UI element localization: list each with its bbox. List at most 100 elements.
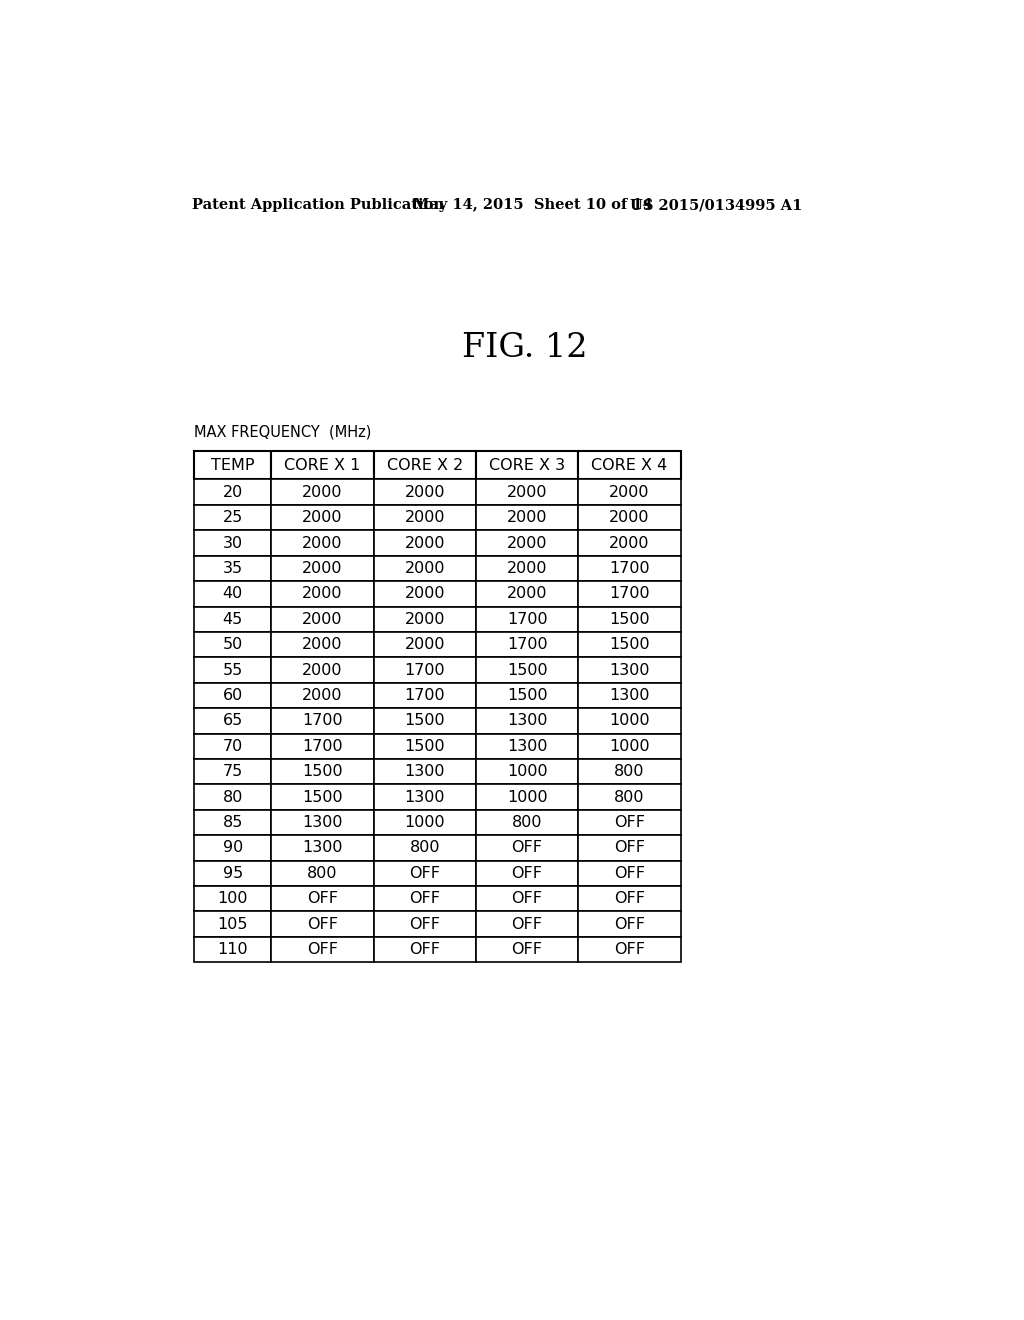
Text: OFF: OFF xyxy=(410,866,440,880)
Bar xyxy=(476,836,579,861)
Bar xyxy=(271,451,374,479)
Bar xyxy=(374,556,476,581)
Text: OFF: OFF xyxy=(512,841,543,855)
Text: 1300: 1300 xyxy=(609,688,649,704)
Text: 65: 65 xyxy=(222,713,243,729)
Text: OFF: OFF xyxy=(512,916,543,932)
Bar xyxy=(476,784,579,810)
Bar xyxy=(194,709,271,734)
Bar xyxy=(194,451,271,479)
Bar xyxy=(194,581,271,607)
Bar xyxy=(194,810,271,836)
Text: 2000: 2000 xyxy=(507,586,548,602)
Bar xyxy=(579,836,681,861)
Text: 60: 60 xyxy=(222,688,243,704)
Bar xyxy=(476,734,579,759)
Text: 110: 110 xyxy=(217,942,248,957)
Bar xyxy=(194,506,271,531)
Bar xyxy=(194,784,271,810)
Bar xyxy=(271,657,374,682)
Bar xyxy=(476,937,579,962)
Text: 1300: 1300 xyxy=(404,764,445,779)
Text: TEMP: TEMP xyxy=(211,458,254,473)
Bar xyxy=(194,759,271,784)
Text: 2000: 2000 xyxy=(302,561,343,576)
Bar xyxy=(579,556,681,581)
Text: OFF: OFF xyxy=(614,814,645,830)
Bar xyxy=(579,581,681,607)
Text: 2000: 2000 xyxy=(302,484,343,500)
Text: Patent Application Publication: Patent Application Publication xyxy=(191,198,443,213)
Text: 800: 800 xyxy=(410,841,440,855)
Bar xyxy=(271,836,374,861)
Bar xyxy=(374,734,476,759)
Text: 30: 30 xyxy=(222,536,243,550)
Text: 70: 70 xyxy=(222,739,243,754)
Text: 2000: 2000 xyxy=(302,663,343,677)
Text: 2000: 2000 xyxy=(507,536,548,550)
Bar xyxy=(374,911,476,937)
Bar xyxy=(476,886,579,911)
Text: OFF: OFF xyxy=(614,891,645,907)
Text: 100: 100 xyxy=(217,891,248,907)
Text: 800: 800 xyxy=(614,789,645,805)
Bar xyxy=(374,581,476,607)
Text: 1300: 1300 xyxy=(609,663,649,677)
Bar xyxy=(579,886,681,911)
Text: OFF: OFF xyxy=(410,916,440,932)
Text: 55: 55 xyxy=(222,663,243,677)
Text: OFF: OFF xyxy=(614,866,645,880)
Text: 1000: 1000 xyxy=(507,764,548,779)
Text: 45: 45 xyxy=(222,611,243,627)
Text: CORE X 4: CORE X 4 xyxy=(591,458,668,473)
Text: US 2015/0134995 A1: US 2015/0134995 A1 xyxy=(630,198,803,213)
Text: 1000: 1000 xyxy=(609,739,650,754)
Text: CORE X 3: CORE X 3 xyxy=(489,458,565,473)
Bar xyxy=(271,479,374,506)
Text: 1000: 1000 xyxy=(507,789,548,805)
Text: 1500: 1500 xyxy=(609,638,650,652)
Bar xyxy=(476,759,579,784)
Bar xyxy=(374,479,476,506)
Bar xyxy=(476,709,579,734)
Bar xyxy=(271,682,374,708)
Bar xyxy=(194,607,271,632)
Bar xyxy=(374,607,476,632)
Text: OFF: OFF xyxy=(410,891,440,907)
Bar xyxy=(271,861,374,886)
Text: 1500: 1500 xyxy=(404,713,445,729)
Text: 1300: 1300 xyxy=(507,739,548,754)
Text: 50: 50 xyxy=(222,638,243,652)
Bar xyxy=(476,657,579,682)
Text: OFF: OFF xyxy=(307,916,338,932)
Text: 1300: 1300 xyxy=(302,814,343,830)
Text: 2000: 2000 xyxy=(404,611,445,627)
Bar xyxy=(579,709,681,734)
Bar xyxy=(271,632,374,657)
Bar xyxy=(579,784,681,810)
Text: 2000: 2000 xyxy=(302,586,343,602)
Text: 2000: 2000 xyxy=(404,536,445,550)
Bar xyxy=(579,911,681,937)
Text: 90: 90 xyxy=(222,841,243,855)
Text: OFF: OFF xyxy=(512,942,543,957)
Bar xyxy=(476,861,579,886)
Text: 1500: 1500 xyxy=(302,764,343,779)
Bar xyxy=(194,556,271,581)
Text: 105: 105 xyxy=(217,916,248,932)
Bar xyxy=(579,632,681,657)
Bar xyxy=(271,506,374,531)
Text: 1700: 1700 xyxy=(609,561,650,576)
Bar xyxy=(579,759,681,784)
Text: 2000: 2000 xyxy=(302,611,343,627)
Text: 1000: 1000 xyxy=(404,814,445,830)
Bar xyxy=(194,531,271,556)
Text: 2000: 2000 xyxy=(507,510,548,525)
Text: 800: 800 xyxy=(307,866,338,880)
Bar xyxy=(194,911,271,937)
Bar xyxy=(271,734,374,759)
Bar xyxy=(579,607,681,632)
Text: OFF: OFF xyxy=(614,916,645,932)
Bar xyxy=(579,861,681,886)
Text: 2000: 2000 xyxy=(404,638,445,652)
